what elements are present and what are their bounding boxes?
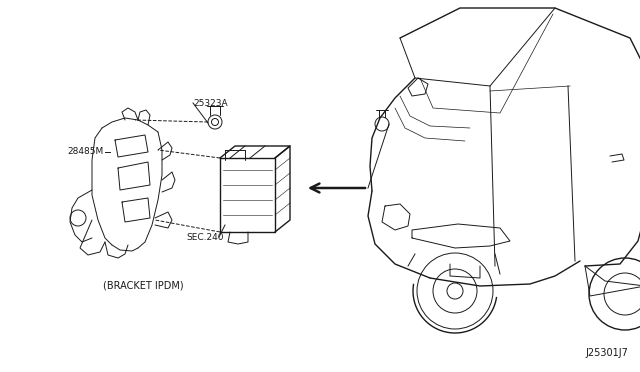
Text: 25323A: 25323A bbox=[193, 99, 228, 108]
Text: J25301J7: J25301J7 bbox=[585, 348, 628, 358]
Text: (BRACKET IPDM): (BRACKET IPDM) bbox=[102, 280, 183, 290]
Text: 28485M: 28485M bbox=[67, 148, 103, 157]
Text: SEC.240: SEC.240 bbox=[186, 232, 223, 241]
